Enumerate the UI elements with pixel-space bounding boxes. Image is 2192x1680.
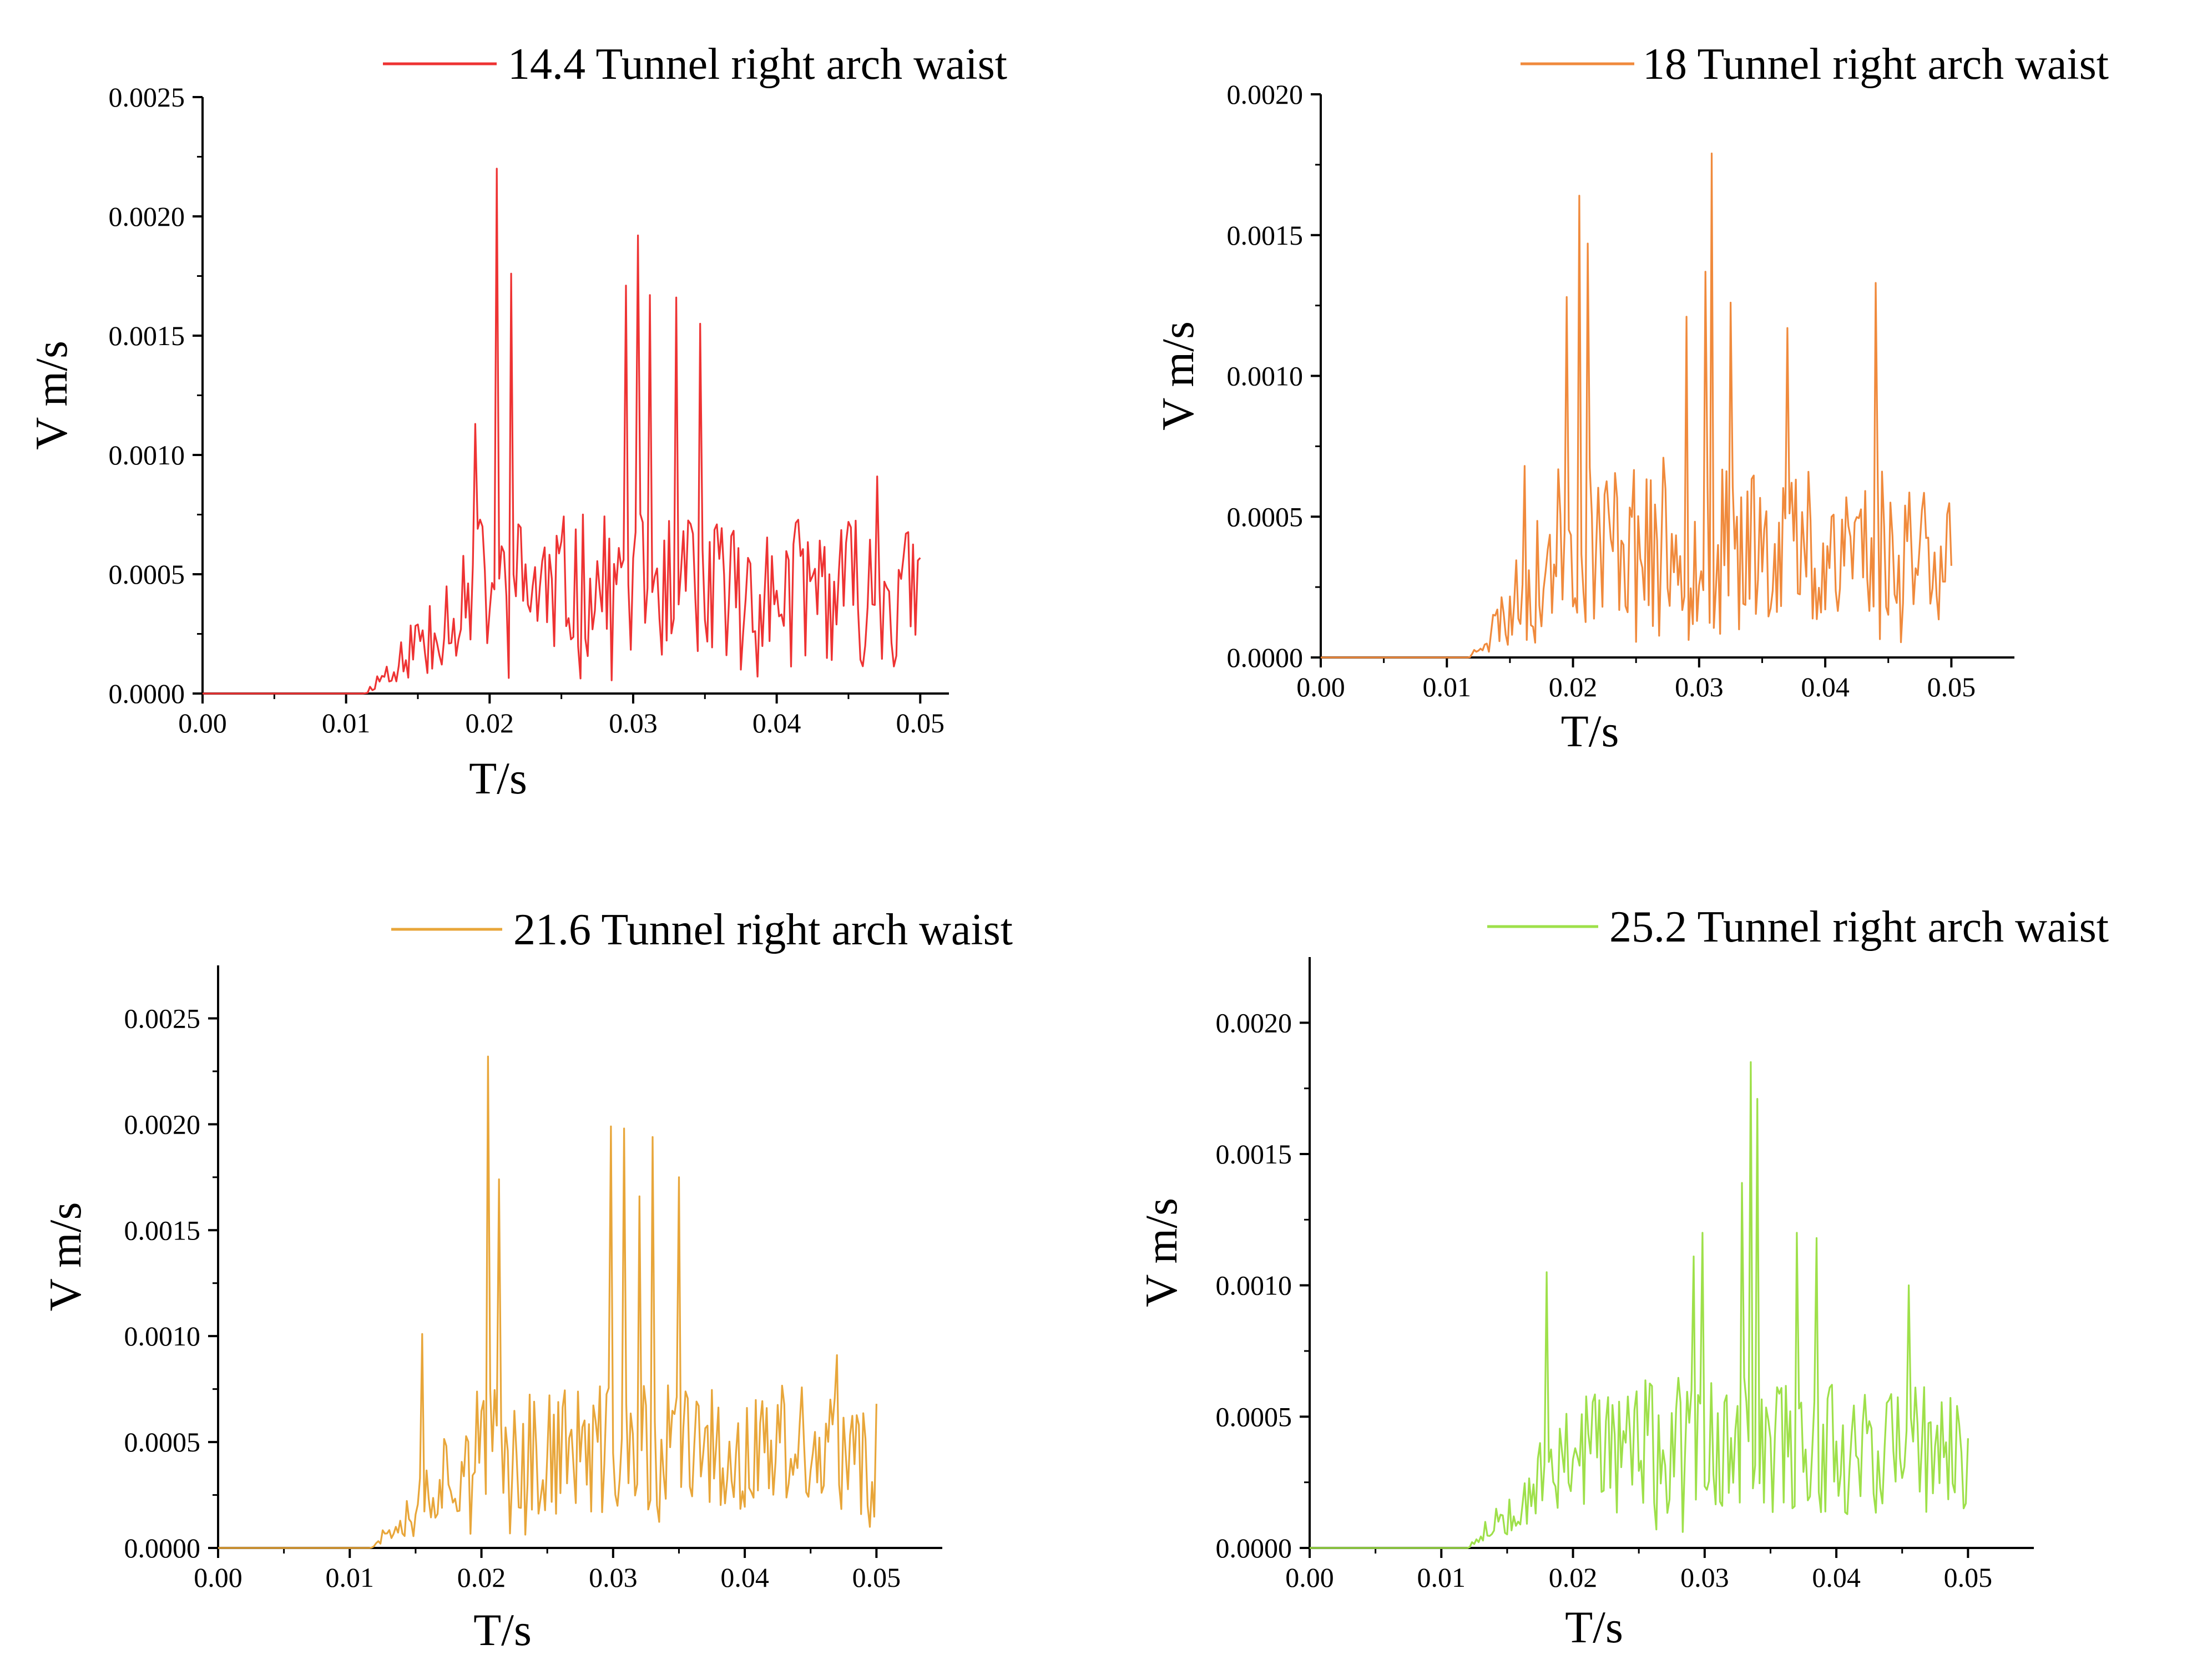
y-tick-label: 0.0020	[124, 1109, 201, 1140]
x-axis-label: T/s	[1565, 1602, 1623, 1652]
y-tick-label: 0.0020	[1227, 79, 1304, 110]
x-tick-label: 0.02	[466, 707, 514, 738]
x-tick-label: 0.05	[1927, 671, 1976, 702]
y-axis-label: V m/s	[26, 341, 77, 450]
y-tick-label: 0.0000	[1227, 642, 1304, 673]
y-tick-label: 0.0010	[1227, 361, 1304, 392]
y-tick-label: 0.0005	[124, 1426, 201, 1458]
chart-panel-3: 0.00 0.01 0.02 0.03 0.04 0.05 0.0000 0.0005 0.00…	[40, 905, 1013, 1655]
y-tick-label: 0.0020	[1216, 1007, 1292, 1038]
y-tick-label: 0.0015	[1227, 220, 1304, 251]
x-tick-label: 0.00	[1285, 1562, 1334, 1593]
x-tick-label: 0.01	[326, 1562, 375, 1593]
x-tick-label: 0.04	[720, 1562, 769, 1593]
x-tick-label: 0.02	[457, 1562, 506, 1593]
chart-panel-4: 0.00 0.01 0.02 0.03 0.04 0.05 0.0000 0.0005 0.00…	[1136, 903, 2109, 1652]
series-line	[218, 1055, 877, 1549]
x-tick-label: 0.02	[1549, 671, 1598, 702]
x-tick-label: 0.05	[896, 707, 945, 738]
x-tick-label: 0.00	[1296, 671, 1345, 702]
y-axis-label: V m/s	[1153, 321, 1203, 431]
series-line	[1310, 1061, 1969, 1549]
y-tick-label: 0.0015	[109, 320, 185, 351]
y-tick-label: 0.0000	[1216, 1532, 1292, 1563]
y-tick-label: 0.0005	[109, 559, 185, 590]
x-axis-label: T/s	[473, 1605, 532, 1655]
x-tick-label: 0.01	[1417, 1562, 1466, 1593]
y-tick-label: 0.0010	[124, 1320, 201, 1352]
x-tick-label: 0.00	[194, 1562, 243, 1593]
x-tick-label: 0.01	[322, 707, 371, 738]
chart-panel-1: 0.00 0.01 0.02 0.03 0.04 0.05 0.0000 0.0005 0.00…	[26, 40, 1007, 803]
y-tick-label: 0.0020	[109, 201, 185, 232]
y-tick-label: 0.0025	[109, 82, 185, 113]
chart-panel-2: 0.00 0.01 0.02 0.03 0.04 0.05 0.0000 0.0005 0.00…	[1153, 40, 2109, 756]
x-tick-label: 0.03	[589, 1562, 638, 1593]
x-tick-label: 0.05	[1944, 1562, 1993, 1593]
y-tick-label: 0.0015	[1216, 1138, 1292, 1170]
y-tick-label: 0.0005	[1227, 501, 1304, 532]
y-tick-label: 0.0000	[109, 678, 185, 709]
y-tick-label: 0.0005	[1216, 1401, 1292, 1432]
y-tick-label: 0.0010	[109, 439, 185, 470]
x-axis-label: T/s	[1561, 706, 1619, 756]
x-tick-label: 0.03	[1675, 671, 1724, 702]
legend-label: 21.6 Tunnel right arch waist	[513, 905, 1013, 954]
y-axis-label: V m/s	[40, 1202, 90, 1312]
y-tick-label: 0.0000	[124, 1532, 201, 1563]
x-tick-label: 0.03	[609, 707, 658, 738]
series-line	[1321, 153, 1952, 659]
x-axis-label: T/s	[469, 753, 527, 803]
y-axis-label: V m/s	[1136, 1198, 1186, 1307]
series-line	[203, 168, 921, 695]
legend-label: 25.2 Tunnel right arch waist	[1609, 903, 2109, 952]
legend-label: 18 Tunnel right arch waist	[1643, 40, 2109, 89]
x-tick-label: 0.02	[1549, 1562, 1598, 1593]
x-tick-label: 0.04	[752, 707, 801, 738]
x-tick-label: 0.04	[1801, 671, 1850, 702]
x-tick-label: 0.01	[1423, 671, 1472, 702]
x-tick-label: 0.03	[1680, 1562, 1729, 1593]
x-tick-label: 0.00	[178, 707, 227, 738]
x-tick-label: 0.04	[1812, 1562, 1861, 1593]
legend-label: 14.4 Tunnel right arch waist	[508, 40, 1007, 89]
x-tick-label: 0.05	[852, 1562, 901, 1593]
y-tick-label: 0.0015	[124, 1215, 201, 1246]
y-tick-label: 0.0025	[124, 1003, 201, 1034]
y-tick-label: 0.0010	[1216, 1270, 1292, 1301]
